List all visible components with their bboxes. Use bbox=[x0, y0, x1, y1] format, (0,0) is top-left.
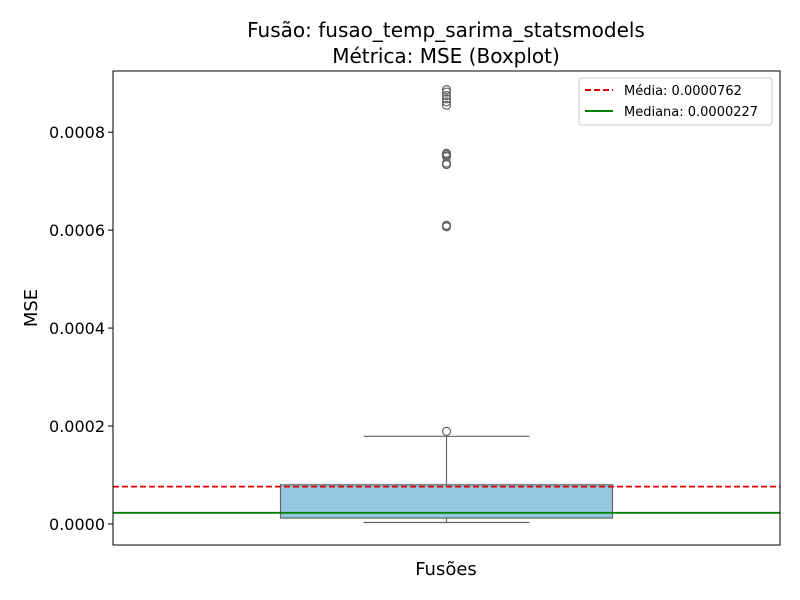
y-tick-label: 0.0008 bbox=[49, 123, 105, 142]
outlier-point bbox=[441, 87, 452, 97]
outlier-point bbox=[441, 148, 452, 158]
outlier-point bbox=[441, 94, 452, 104]
outlier-point bbox=[441, 220, 452, 230]
y-axis-label: MSE bbox=[21, 289, 42, 327]
outlier-point bbox=[441, 85, 452, 95]
legend-mean-label: Média: 0.0000762 bbox=[624, 84, 742, 99]
y-tick-label: 0.0006 bbox=[49, 221, 105, 240]
outlier-point bbox=[441, 100, 452, 110]
outlier-point bbox=[441, 426, 452, 436]
chart-subtitle: Métrica: MSE (Boxplot) bbox=[332, 44, 560, 68]
legend-box bbox=[578, 77, 773, 126]
chart-title: Fusão: fusao_temp_sarima_statsmodels bbox=[247, 18, 645, 42]
plot-frame bbox=[112, 70, 781, 546]
outlier-point bbox=[441, 90, 452, 101]
legend-median-label: Mediana: 0.0000227 bbox=[624, 105, 758, 120]
y-tick-label: 0.0000 bbox=[49, 515, 105, 534]
outlier-point bbox=[441, 158, 452, 168]
x-axis-label: Fusões bbox=[415, 559, 477, 580]
legend: Média: 0.0000762 Mediana: 0.0000227 bbox=[578, 77, 773, 126]
y-tick-label: 0.0002 bbox=[49, 417, 105, 436]
y-axis-ticks: 0.0000 0.0002 0.0004 0.0006 0.0008 bbox=[49, 123, 113, 534]
y-tick-label: 0.0004 bbox=[49, 319, 105, 338]
outlier-point bbox=[441, 97, 452, 107]
plot-area bbox=[113, 85, 780, 524]
